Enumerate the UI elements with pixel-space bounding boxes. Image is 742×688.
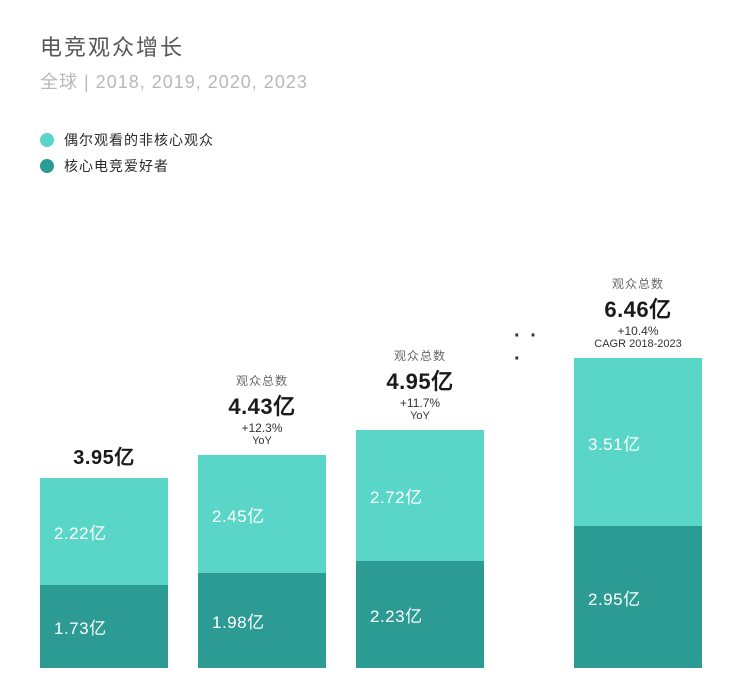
legend: 偶尔观看的非核心观众 核心电竞爱好者: [40, 130, 702, 176]
legend-swatch-enthusiast: [40, 159, 54, 173]
segment-label: 1.73亿: [54, 614, 107, 639]
bar-group: 观众总数6.46亿+10.4%CAGR 2018-2023 3.51亿 2.95亿: [574, 188, 702, 668]
bar-total-value: 3.95亿: [73, 441, 134, 470]
segment-label: 2.95亿: [588, 585, 641, 610]
segment-label: 3.51亿: [588, 430, 641, 455]
bar-group: 观众总数4.95亿+11.7%YoY 2.72亿 2.23亿: [356, 188, 484, 668]
bar-segment: 2.45亿: [198, 455, 326, 573]
bar-total-label: 观众总数: [594, 275, 681, 292]
bar-total-value: 4.43亿: [228, 389, 295, 421]
segment-label: 2.72亿: [370, 483, 423, 508]
bar-stack: 2.72亿 2.23亿: [356, 430, 484, 668]
bar-total-label: 观众总数: [228, 372, 295, 389]
bar-growth: +10.4%: [594, 324, 681, 338]
bar-total-label: 观众总数: [386, 347, 453, 364]
bar-segment: 2.95亿: [574, 526, 702, 668]
bar-segment: 1.98亿: [198, 573, 326, 668]
legend-label: 偶尔观看的非核心观众: [64, 130, 214, 150]
chart-subtitle: 全球 | 2018, 2019, 2020, 2023: [40, 68, 702, 94]
bar-total-value: 4.95亿: [386, 364, 453, 396]
ellipsis-gap: · · ·: [514, 188, 544, 668]
bar-header: 观众总数4.43亿+12.3%YoY: [228, 372, 295, 447]
bar-segment: 2.72亿: [356, 430, 484, 561]
bar-stack: 3.51亿 2.95亿: [574, 358, 702, 668]
chart-title: 电竞观众增长: [40, 30, 702, 62]
segment-label: 2.23亿: [370, 602, 423, 627]
segment-label: 1.98亿: [212, 608, 265, 633]
segment-label: 2.22亿: [54, 519, 107, 544]
bar-period: CAGR 2018-2023: [594, 338, 681, 350]
bar-segment: 3.51亿: [574, 358, 702, 526]
bar-group: 3.95亿 2.22亿 1.73亿: [40, 188, 168, 668]
bar-segment: 1.73亿: [40, 585, 168, 668]
bar-period: YoY: [386, 410, 453, 422]
legend-swatch-occasional: [40, 133, 54, 147]
bar-segment: 2.23亿: [356, 561, 484, 668]
bar-stack: 2.45亿 1.98亿: [198, 455, 326, 668]
bar-total-value: 6.46亿: [594, 292, 681, 324]
chart-area: 3.95亿2.22亿1.73亿观众总数4.43亿+12.3%YoY2.45亿1.…: [40, 188, 702, 668]
legend-item: 核心电竞爱好者: [40, 156, 702, 176]
bar-header: 3.95亿: [73, 441, 134, 470]
bar-stack: 2.22亿 1.73亿: [40, 478, 168, 668]
bar-segment: 2.22亿: [40, 478, 168, 585]
bar-period: YoY: [228, 435, 295, 447]
bar-group: 观众总数4.43亿+12.3%YoY 2.45亿 1.98亿: [198, 188, 326, 668]
ellipsis-icon: · · ·: [514, 325, 544, 371]
bar-header: 观众总数6.46亿+10.4%CAGR 2018-2023: [594, 275, 681, 350]
bar-header: 观众总数4.95亿+11.7%YoY: [386, 347, 453, 422]
legend-label: 核心电竞爱好者: [64, 156, 169, 176]
bar-growth: +11.7%: [386, 396, 453, 410]
legend-item: 偶尔观看的非核心观众: [40, 130, 702, 150]
bar-growth: +12.3%: [228, 421, 295, 435]
segment-label: 2.45亿: [212, 502, 265, 527]
